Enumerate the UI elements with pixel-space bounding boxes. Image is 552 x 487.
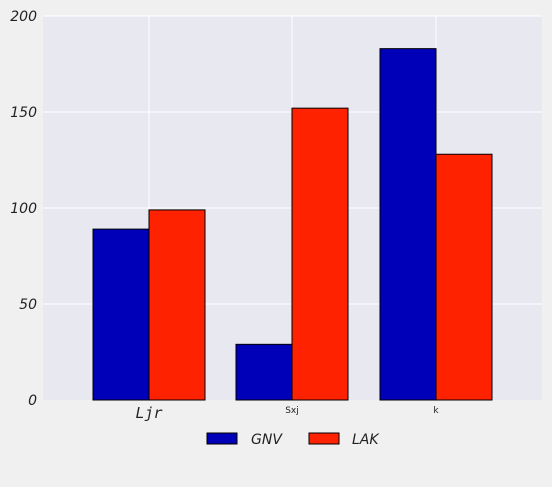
bar-gnv-ljr bbox=[92, 228, 150, 401]
y-tick-label: 150 bbox=[10, 105, 37, 121]
bar-gnv-sxj bbox=[235, 343, 293, 401]
x-tick-label: Ljr bbox=[135, 404, 162, 422]
legend-label-lak: LAK bbox=[352, 432, 380, 448]
y-tick-label: 200 bbox=[10, 9, 37, 25]
bar-lak-ljr bbox=[148, 209, 206, 401]
y-tick-label: 50 bbox=[19, 297, 37, 313]
y-tick-label: 100 bbox=[10, 201, 37, 217]
x-tick-label: k bbox=[433, 406, 439, 416]
x-tick-label: Sxj bbox=[285, 406, 299, 416]
legend-label-gnv: GNV bbox=[251, 432, 283, 448]
bar-lak-k bbox=[435, 153, 493, 401]
bar-gnv-k bbox=[379, 48, 437, 401]
y-tick-label: 0 bbox=[28, 393, 37, 409]
legend-swatch-gnv bbox=[206, 432, 238, 445]
bar-lak-sxj bbox=[291, 107, 349, 401]
legend-swatch-lak bbox=[308, 432, 340, 445]
